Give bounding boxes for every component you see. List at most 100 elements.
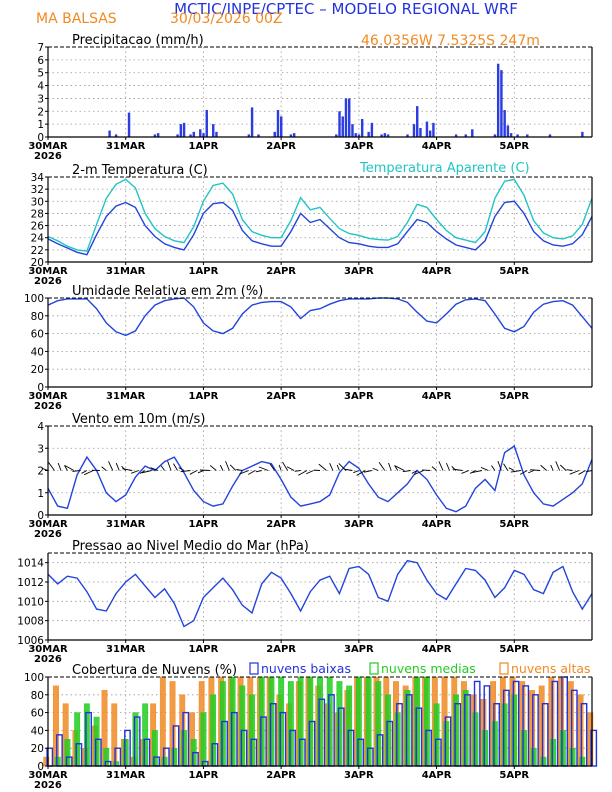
y-tick-label: 28: [31, 208, 44, 220]
wind-arrow: [394, 465, 399, 471]
x-tick-label: 5APR: [499, 644, 529, 655]
precip-bar: [380, 134, 383, 137]
precip-bar: [493, 134, 497, 137]
y-tick-label: 1: [37, 488, 44, 500]
x-tick-label: 5APR: [499, 519, 529, 530]
x-tick-label: 2APR: [266, 391, 296, 402]
wind-arrow: [294, 470, 301, 472]
cloud-bar-nuvens-medias: [171, 747, 178, 767]
series-line-temperatura-aparente: [47, 178, 593, 252]
cloud-bar-nuvens-altas: [159, 676, 166, 767]
panel-3: 0 20 40 60 80 100 30MAR 31MAR 1APR 2APR 3APR 4APR 5A…: [24, 284, 593, 412]
panel-title: Cobertura de Nuvens (%): [72, 663, 237, 678]
cloud-bar-nuvens-medias: [122, 739, 129, 767]
wind-arrow: [48, 462, 55, 471]
precip-bar: [250, 107, 254, 137]
wind-arrow: [520, 470, 528, 475]
precip-bar: [428, 130, 432, 137]
cloud-bar-nuvens-medias: [482, 730, 489, 767]
precip-bar: [176, 134, 179, 137]
legend-label: nuvens altas: [511, 661, 591, 676]
precip-bar: [202, 133, 205, 137]
x-tick-label: 5APR: [499, 141, 529, 152]
series-line-umidade-relativa: [47, 297, 593, 337]
y-tick-label: 26: [31, 221, 45, 233]
cloud-bar-nuvens-altas: [111, 703, 118, 767]
cloud-bar-nuvens-medias: [229, 676, 236, 767]
wind-arrow: [378, 462, 386, 471]
wind-arrow: [411, 470, 418, 474]
y-tick-label: 100: [24, 293, 44, 305]
wind-arrow: [452, 468, 463, 471]
wind-arrow: [115, 462, 120, 471]
cloud-bar-nuvens-medias: [375, 681, 382, 767]
precip-bar: [367, 131, 370, 137]
cloud-bar-nuvens-medias: [142, 703, 149, 767]
wind-arrow: [550, 464, 554, 471]
precip-bar: [108, 130, 111, 137]
cloud-bar-nuvens-medias: [74, 712, 81, 767]
wind-arrow: [139, 470, 146, 474]
cloud-bar-nuvens-medias: [355, 676, 362, 767]
station-name: MA BALSAS: [36, 11, 117, 27]
wind-arrow: [64, 465, 75, 471]
cloud-bar-nuvens-medias: [511, 694, 518, 767]
precip-bar: [471, 129, 474, 137]
y-tick-label: 20: [31, 257, 44, 269]
y-tick-label: 32: [31, 184, 44, 196]
precip-bar: [351, 124, 354, 137]
precip-bar: [432, 122, 435, 137]
y-tick-label: 2: [37, 106, 44, 118]
x-tick-label: 1APR: [189, 391, 219, 402]
cloud-bar-nuvens-medias: [501, 703, 508, 767]
x-tick-label: 1APR: [189, 266, 219, 277]
y-tick-label: 0: [37, 132, 44, 144]
precip-bar: [548, 134, 552, 137]
cloud-bar-nuvens-medias: [394, 712, 401, 767]
cloud-bar-nuvens-medias: [365, 676, 372, 767]
y-tick-label: 40: [31, 346, 44, 358]
cloud-bar-nuvens-medias: [268, 676, 275, 767]
x-tick-label: 1APR: [189, 519, 219, 530]
y-tick-label: 20: [31, 364, 44, 376]
wind-arrow: [167, 460, 172, 471]
cloud-bar-nuvens-medias: [132, 712, 139, 767]
precip-bar: [335, 134, 338, 137]
cloud-bar-nuvens-altas: [577, 694, 584, 767]
precip-bar: [360, 119, 364, 137]
cloud-bar-nuvens-medias: [559, 730, 566, 767]
wind-arrow: [363, 470, 372, 473]
wind-arrow: [318, 463, 327, 471]
x-tick-label: 3APR: [344, 141, 374, 152]
panel-6: 0 20 40 60 80 100 30MAR 31MAR 1APR 2APR 3APR 4APR 5A…: [24, 661, 598, 791]
precip-bar: [257, 134, 260, 137]
wind-arrow: [344, 468, 353, 471]
wind-arrow: [472, 470, 482, 473]
x-tick-label: 2APR: [266, 266, 296, 277]
wind-arrow: [64, 465, 68, 471]
x-tick-label: 4APR: [422, 519, 452, 530]
cloud-bar-nuvens-medias: [491, 721, 498, 767]
wind-arrow: [446, 462, 450, 471]
x-tick-label: 5APR: [499, 770, 529, 781]
precip-bar: [496, 63, 500, 137]
precip-bar: [338, 111, 341, 137]
panel-title: 2-m Temperatura (C): [72, 163, 208, 178]
panel-title: Umidade Relativa em 2m (%): [72, 284, 263, 299]
precip-bar: [179, 124, 183, 137]
wind-arrow: [258, 466, 269, 471]
y-tick-label: 6: [37, 55, 44, 67]
wind-arrow: [160, 465, 165, 471]
precip-bar: [289, 134, 293, 137]
precip-bar: [419, 128, 422, 137]
precip-bar: [127, 112, 131, 137]
x-tick-label: 4APR: [422, 141, 452, 152]
wind-arrow: [566, 469, 573, 471]
y-tick-label: 4: [37, 421, 44, 433]
x-tick-label: 2APR: [266, 644, 296, 655]
panel-4: 0 1 2 3 4 30MAR 31MAR 1APR 2APR 3APR 4APR 5APR 2026 V…: [28, 412, 593, 540]
precip-bar: [357, 134, 361, 137]
precip-bar: [412, 124, 416, 137]
